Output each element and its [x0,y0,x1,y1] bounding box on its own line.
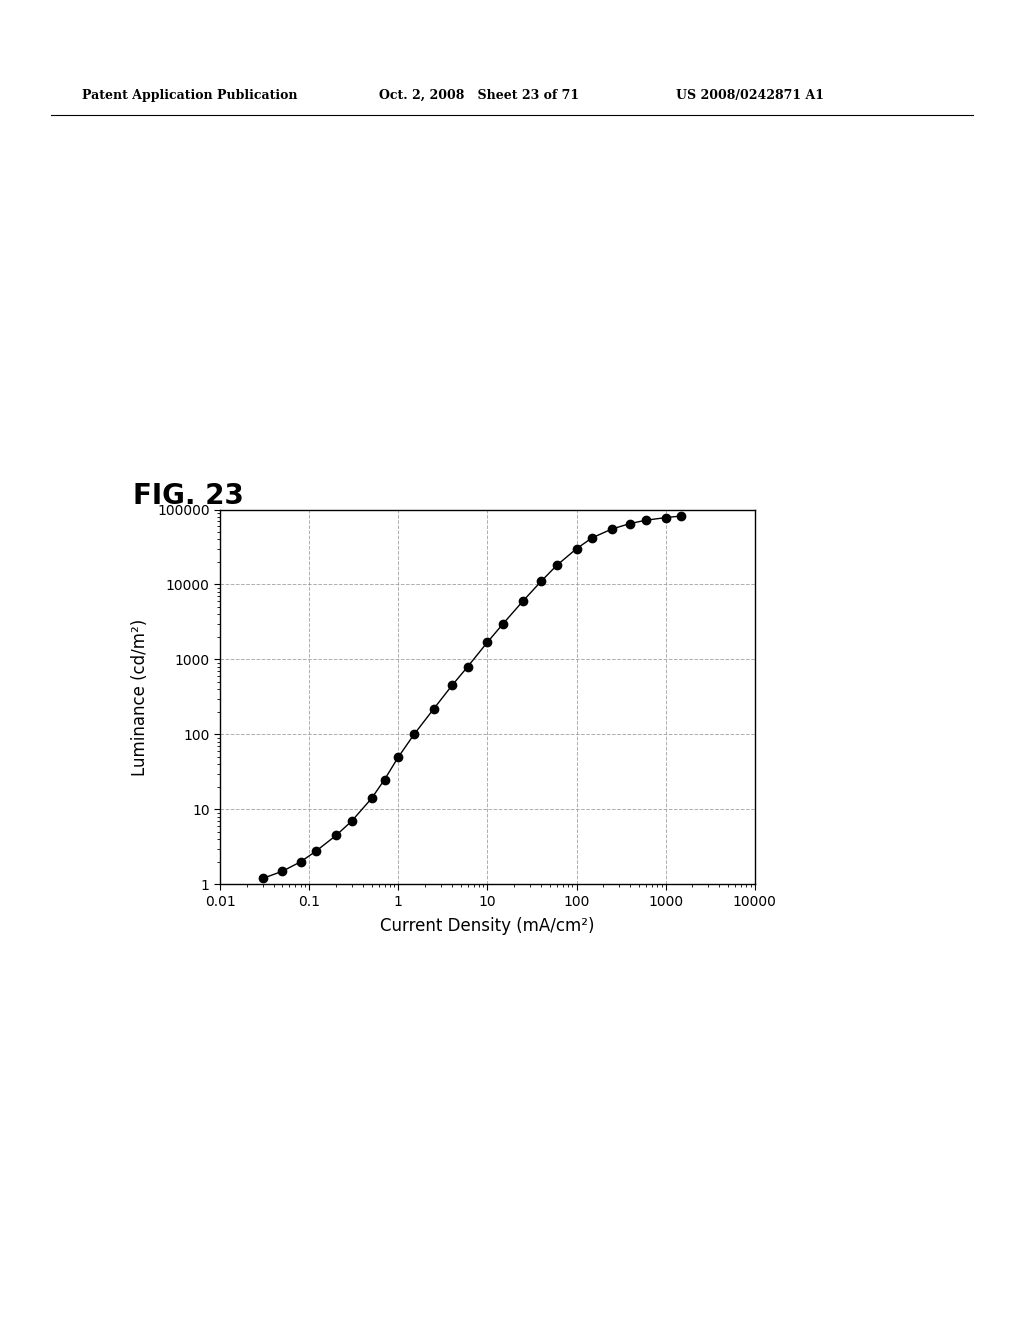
Point [406,723,422,744]
Point [377,770,393,791]
Point [673,506,689,527]
Text: US 2008/0242871 A1: US 2008/0242871 A1 [676,88,824,102]
Point [460,656,476,677]
Point [515,590,531,611]
Point [426,698,442,719]
Point [390,746,407,767]
Text: Patent Application Publication: Patent Application Publication [82,88,297,102]
Point [532,570,549,591]
Point [255,869,271,890]
Point [293,851,309,873]
Y-axis label: Luminance (cd/m²): Luminance (cd/m²) [131,618,148,776]
Point [657,507,674,528]
X-axis label: Current Density (mA/cm²): Current Density (mA/cm²) [380,917,595,935]
Point [568,539,585,560]
Point [604,519,621,540]
Point [364,788,380,809]
Text: Oct. 2, 2008   Sheet 23 of 71: Oct. 2, 2008 Sheet 23 of 71 [379,88,579,102]
Point [495,612,511,634]
Point [274,861,291,882]
Point [328,825,344,846]
Point [344,810,360,832]
Text: FIG. 23: FIG. 23 [133,482,244,511]
Point [638,510,654,531]
Point [443,675,460,696]
Point [479,632,496,653]
Point [584,527,600,548]
Point [308,841,325,862]
Point [549,554,565,576]
Point [622,513,638,535]
